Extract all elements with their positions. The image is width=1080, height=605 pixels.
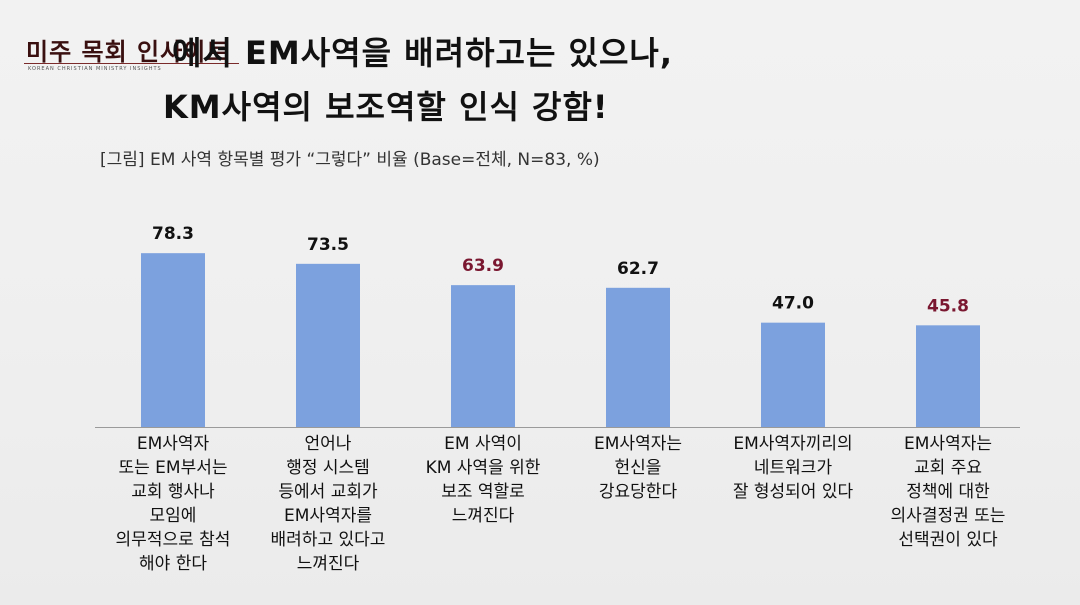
value-label-1: 78.3 [152, 224, 194, 244]
logo-text: 미주 목회 인사이트 [26, 37, 230, 66]
category-label-6: EM사역자는 교회 주요 정책에 대한 의사결정권 또는 선택권이 있다 [890, 434, 1006, 550]
category-label-5: EM사역자끼리의 네트워크가 잘 형성되어 있다 [732, 434, 854, 502]
bar-2 [296, 263, 360, 427]
logo-subtext: KOREAN CHRISTIAN MINISTRY INSIGHTS [28, 66, 162, 72]
value-label-4: 62.7 [617, 259, 659, 279]
category-label-2: 언어나 행정 시스템 등에서 교회가 EM사역자를 배려하고 있다고 느껴진다 [270, 434, 386, 574]
category-label-3: EM 사역이 KM 사역을 위한 보조 역할로 느껴진다 [425, 434, 541, 526]
value-label-3: 63.9 [462, 256, 504, 276]
value-label-5: 47.0 [772, 294, 814, 314]
bar-6 [916, 325, 980, 427]
bar-3 [451, 285, 515, 427]
chart-caption: [그림] EM 사역 항목별 평가 “그렇다” 비율 (Base=전체, N=8… [100, 150, 600, 170]
bar-5 [761, 322, 825, 427]
value-label-6: 45.8 [927, 296, 969, 316]
bar-1 [141, 253, 205, 427]
value-label-2: 73.5 [307, 235, 349, 255]
headline-line-2: KM사역의 보조역할 인식 강함! [163, 88, 609, 126]
headline-line-1: 에서 EM사역을 배려하고는 있으나, [172, 34, 674, 72]
category-label-1: EM사역자 또는 EM부서는 교회 행사나 모임에 의무적으로 참석 해야 한다 [115, 434, 231, 574]
logo: 미주 목회 인사이트 KOREAN CHRISTIAN MINISTRY INS… [22, 30, 242, 78]
bar-4 [606, 287, 670, 427]
category-label-4: EM사역자는 헌신을 강요당한다 [594, 434, 682, 502]
logo-divider [24, 63, 239, 64]
